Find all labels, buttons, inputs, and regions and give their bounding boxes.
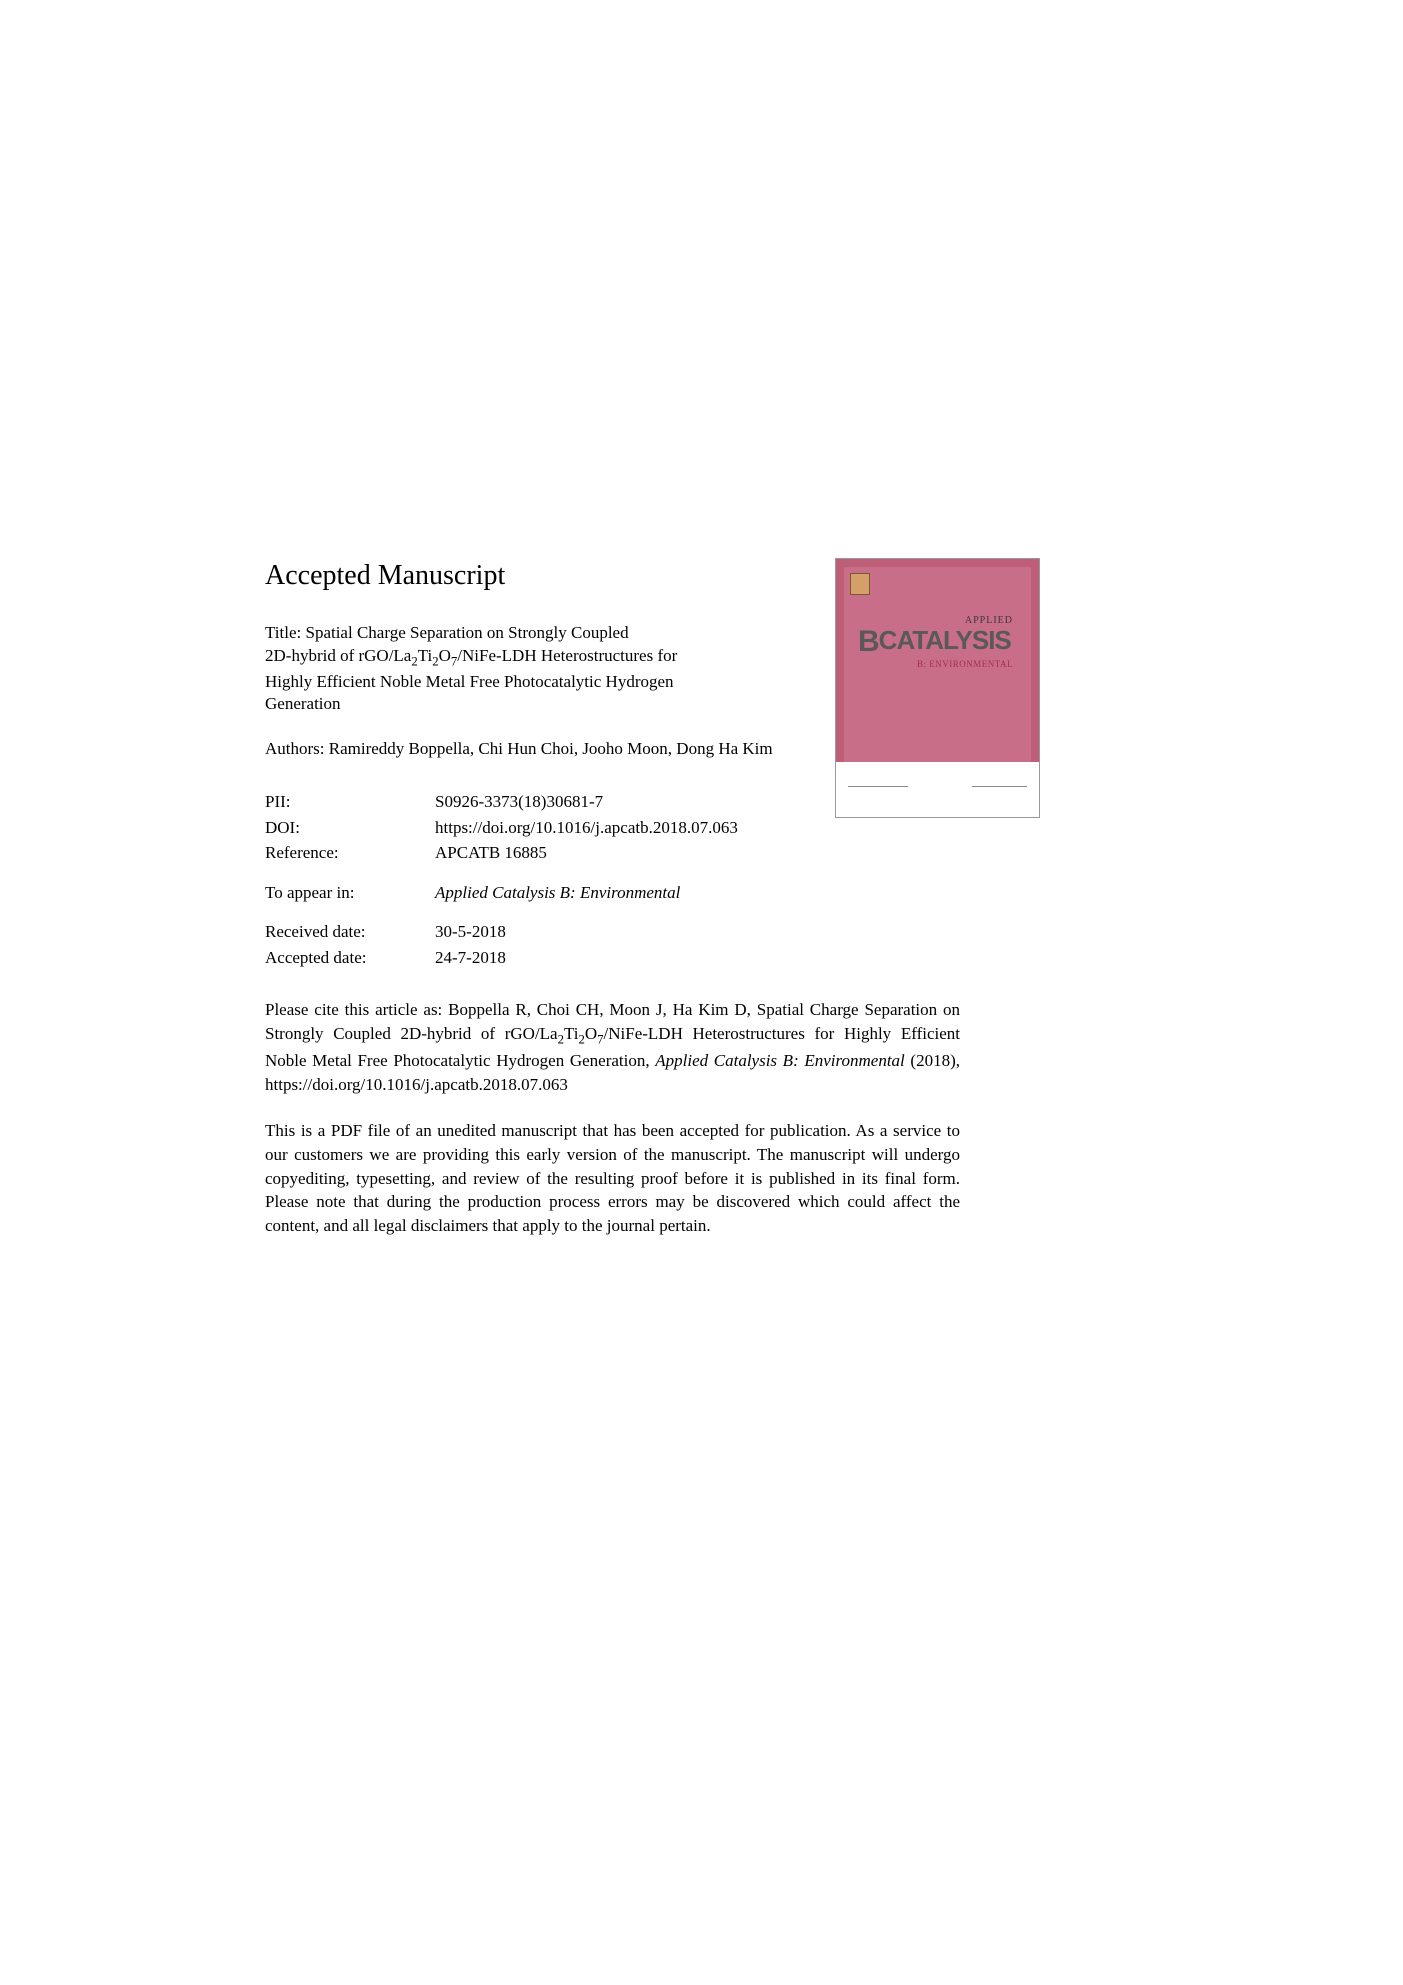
pii-label: PII: [265, 789, 435, 815]
authors-text: Ramireddy Boppella, Chi Hun Choi, Jooho … [329, 739, 773, 758]
citation-block: Please cite this article as: Boppella R,… [265, 998, 960, 1097]
accepted-label: Accepted date: [265, 945, 435, 971]
title-block: Title: Spatial Charge Separation on Stro… [265, 622, 785, 716]
journal-cover-thumbnail: APPLIED BCATALYSIS B: ENVIRONMENTAL [835, 558, 1040, 818]
received-value: 30-5-2018 [435, 919, 506, 945]
title-text-3: Highly Efficient Noble Metal Free Photoc… [265, 672, 674, 691]
citation-journal: Applied Catalysis B: Environmental [655, 1051, 905, 1070]
accepted-value: 24-7-2018 [435, 945, 506, 971]
doi-row: DOI: https://doi.org/10.1016/j.apcatb.20… [265, 815, 1135, 841]
title-text-2d: /NiFe-LDH Heterostructures for [457, 646, 677, 665]
received-row: Received date: 30-5-2018 [265, 919, 1135, 945]
title-prefix: Title: [265, 623, 305, 642]
cover-line-left [848, 786, 908, 787]
cover-title-rest: CATALYSIS [879, 625, 1011, 655]
appear-label: To appear in: [265, 880, 435, 906]
reference-label: Reference: [265, 840, 435, 866]
reference-value: APCATB 16885 [435, 840, 547, 866]
publisher-icon [850, 573, 870, 595]
cover-title-b: B [858, 625, 879, 658]
appear-row: To appear in: Applied Catalysis B: Envir… [265, 880, 1135, 906]
cover-subtitle: B: ENVIRONMENTAL [917, 659, 1013, 669]
title-text-2a: 2D-hybrid of rGO/La [265, 646, 411, 665]
authors-block: Authors: Ramireddy Boppella, Chi Hun Cho… [265, 738, 785, 761]
title-text-4: Generation [265, 694, 341, 713]
citation-part3: O [585, 1024, 597, 1043]
cover-line-right [972, 786, 1027, 787]
accepted-row: Accepted date: 24-7-2018 [265, 945, 1135, 971]
disclaimer-block: This is a PDF file of an unedited manusc… [265, 1119, 960, 1238]
cover-title: BCATALYSIS [858, 625, 1021, 659]
received-label: Received date: [265, 919, 435, 945]
citation-part2: Ti [564, 1024, 579, 1043]
doi-value: https://doi.org/10.1016/j.apcatb.2018.07… [435, 815, 738, 841]
pii-value: S0926-3373(18)30681-7 [435, 789, 603, 815]
doi-label: DOI: [265, 815, 435, 841]
title-text-1: Spatial Charge Separation on Strongly Co… [305, 623, 628, 642]
title-text-2c: O [439, 646, 451, 665]
reference-row: Reference: APCATB 16885 [265, 840, 1135, 866]
appear-value: Applied Catalysis B: Environmental [435, 880, 680, 906]
authors-prefix: Authors: [265, 739, 329, 758]
cover-bottom [836, 762, 1039, 817]
cover-inner: APPLIED BCATALYSIS B: ENVIRONMENTAL [844, 567, 1031, 762]
title-text-2b: Ti [418, 646, 433, 665]
